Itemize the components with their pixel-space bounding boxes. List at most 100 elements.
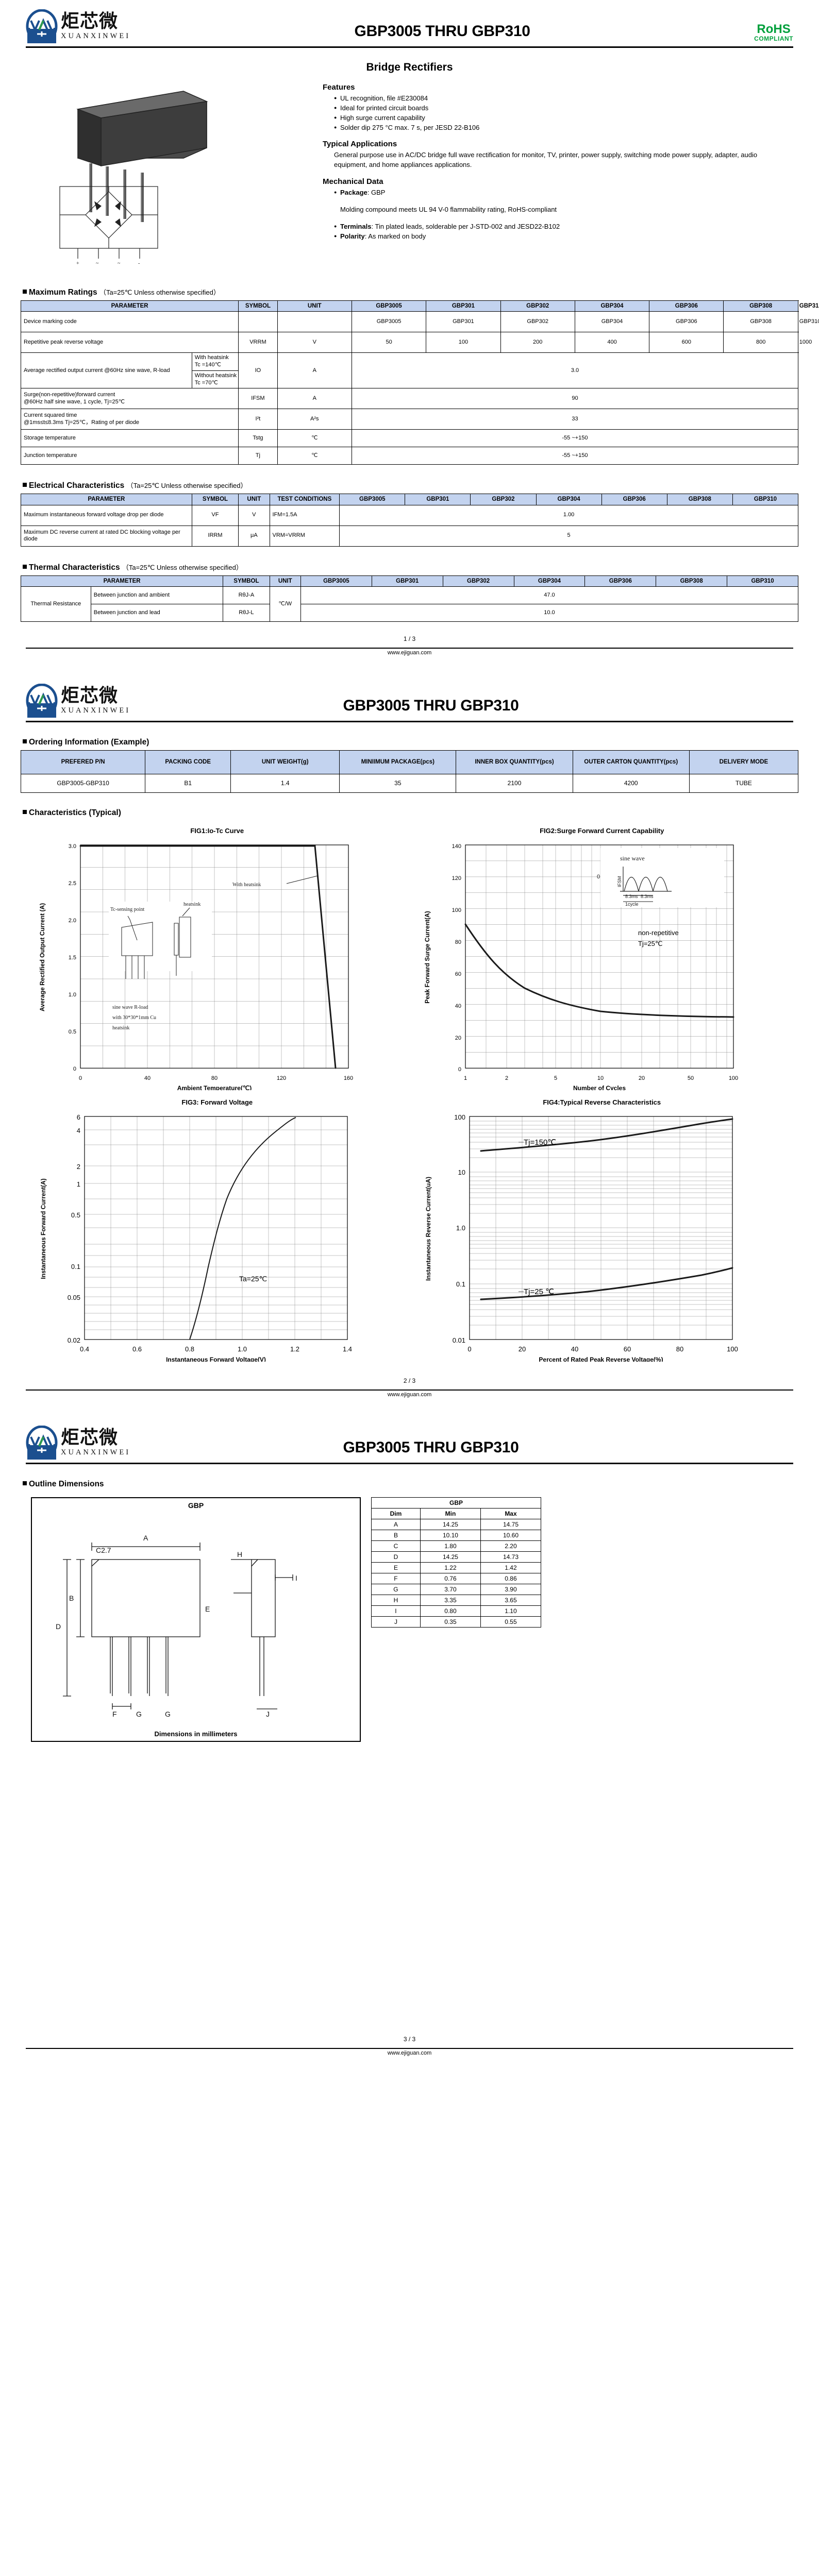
svg-text:10: 10: [597, 1075, 603, 1081]
col-unit: UNIT: [238, 494, 270, 505]
svg-text:Tc-sensing point: Tc-sensing point: [110, 907, 144, 912]
cell-value: 400: [574, 332, 650, 353]
table-row: F 0.76 0.86: [371, 1573, 542, 1585]
thermal-heading: Thermal Characteristics （Ta=25℃ Unless o…: [23, 562, 798, 572]
svg-text:50: 50: [687, 1075, 693, 1081]
features-heading: Features: [323, 83, 355, 92]
svg-text:0.05: 0.05: [68, 1294, 80, 1301]
col-symbol: SYMBOL: [191, 494, 239, 505]
applications-heading: Typical Applications: [323, 140, 397, 149]
col-gbp302: GBP302: [442, 575, 514, 587]
table-row: Between junction and lead RθJ-L 10.0: [21, 604, 799, 622]
svg-text:~: ~: [118, 261, 121, 266]
dim-max: 2.20: [480, 1540, 542, 1552]
feature-item: Solder dip 275 °C max. 7 s, per JESD 22-…: [334, 123, 790, 133]
svg-text:20: 20: [638, 1075, 644, 1081]
dim-max: 1.10: [480, 1605, 542, 1617]
svg-text:0.4: 0.4: [80, 1345, 89, 1353]
table-row: G 3.70 3.90: [371, 1584, 542, 1596]
ordering-title: Ordering Information (Example): [29, 738, 149, 747]
svg-text:2: 2: [77, 1163, 80, 1171]
dim-key: E: [371, 1562, 421, 1574]
x-axis-label: Ambient Temperature(℃): [177, 1084, 252, 1090]
svg-text:120: 120: [277, 1075, 286, 1081]
svg-text:IFSM: IFSM: [617, 876, 622, 888]
dim-key: G: [371, 1584, 421, 1596]
cell-value: 600: [649, 332, 724, 353]
max-ratings-heading: Maximum Ratings （Ta=25℃ Unless otherwise…: [23, 287, 798, 297]
cell-value: 4200: [572, 774, 690, 793]
svg-text:-: -: [138, 261, 140, 266]
document-title: Bridge Rectifiers: [366, 61, 453, 73]
dim-max: 3.65: [480, 1595, 542, 1606]
col-symbol: SYMBOL: [223, 575, 270, 587]
dim-max: 10.60: [480, 1530, 542, 1541]
svg-text:1.0: 1.0: [238, 1345, 247, 1353]
charts-grid: FIG1:Io-Tc Curve: [21, 821, 798, 1364]
footer-url: www.ejiguan.com: [387, 650, 432, 656]
callout-I: I: [295, 1574, 297, 1582]
row-symbol: IO: [238, 352, 278, 389]
svg-text:3.0: 3.0: [69, 843, 76, 850]
brand-name-cn: 炬芯微: [61, 685, 119, 706]
callout-D: D: [56, 1622, 61, 1631]
row-subcond-2: Without heatsink Tc =70℃: [191, 370, 239, 389]
dim-min: 0.80: [420, 1605, 481, 1617]
svg-text:6: 6: [77, 1113, 80, 1121]
row-param: Storage temperature: [20, 429, 239, 448]
svg-text:160: 160: [344, 1075, 353, 1081]
ordering-heading: Ordering Information (Example): [23, 738, 798, 747]
row-symbol: VRRM: [238, 332, 278, 353]
svg-text:60: 60: [455, 971, 461, 977]
footer-divider: [26, 2048, 793, 2049]
svg-text:0.5: 0.5: [69, 1029, 76, 1035]
chart-fig2: FIG2:Surge Forward Current Capability: [410, 821, 795, 1092]
outline-drawing: A B C2.7 D E F G G H I J: [56, 1534, 297, 1718]
svg-text:0.6: 0.6: [132, 1345, 142, 1353]
page-2: 炬芯微 XUANXINWEI GBP3005 THRU GBP310 Order…: [0, 674, 819, 1398]
row-symbol: I²t: [238, 409, 278, 430]
dim-min: 1.80: [420, 1540, 481, 1552]
col-gbp308: GBP308: [666, 494, 733, 505]
bullet-square-icon: [23, 1481, 27, 1486]
bridge-schematic: + ~ ~ -: [59, 186, 158, 266]
dim-table-title: GBP: [371, 1497, 541, 1509]
cell-value-span: -55 ~+150: [351, 447, 799, 465]
rohs-compliant-label: COMPLIANT: [754, 35, 793, 43]
svg-text:sine wave: sine wave: [620, 855, 645, 862]
svg-text:Tj=25 ℃: Tj=25 ℃: [524, 1287, 554, 1296]
table-row: D 14.25 14.73: [371, 1551, 542, 1563]
svg-text:non-repetitive: non-repetitive: [638, 929, 679, 937]
brand-name-en: XUANXINWEI: [61, 706, 131, 715]
table-row: Surge(non-repetitive)forward current @60…: [20, 388, 799, 410]
callout-E: E: [205, 1605, 210, 1613]
svg-text:80: 80: [676, 1345, 683, 1353]
table-row: Maximum DC reverse current at rated DC b…: [21, 525, 798, 547]
chart-fig1: FIG1:Io-Tc Curve: [25, 821, 410, 1092]
dim-min: 14.25: [420, 1551, 481, 1563]
applications-text: General purpose use in AC/DC bridge full…: [334, 151, 758, 169]
header-divider: [26, 721, 793, 723]
row-symbol: IFSM: [238, 388, 278, 410]
svg-text:0.02: 0.02: [68, 1336, 80, 1344]
table-header-row: PARAMETER SYMBOL UNIT GBP3005 GBP301 GBP…: [20, 575, 798, 587]
table-row: Junction temperature Tj ℃ -55 ~+150: [20, 447, 799, 465]
thermal-table: PARAMETER SYMBOL UNIT GBP3005 GBP301 GBP…: [20, 575, 799, 622]
cell-value: GBP308: [723, 311, 798, 333]
features-column: Features UL recognition, file #E230084 I…: [323, 81, 790, 272]
svg-text:0.5: 0.5: [71, 1211, 80, 1219]
row-param: Current squared time @1ms≤t≤8.3ms Tj=25℃…: [20, 409, 239, 430]
xuanxinwei-logo-icon: [26, 1426, 58, 1460]
dim-key: F: [371, 1573, 421, 1585]
row-group-label: Thermal Resistance: [21, 586, 91, 622]
mechanical-list: Package: GBP: [323, 188, 790, 198]
col-inner-box-qty: INNER BOX QUANTITY(pcs): [456, 750, 573, 775]
col-unit-weight: UNIT WEIGHT(g): [230, 750, 340, 775]
cell-value-span: 3.0: [351, 352, 799, 389]
svg-text:100: 100: [454, 1113, 465, 1121]
header-divider: [26, 1463, 793, 1465]
col-symbol: SYMBOL: [238, 300, 278, 312]
cell-value-span: 47.0: [300, 586, 799, 605]
table-row: E 1.22 1.42: [371, 1562, 542, 1574]
cell-value-span: -55 ~+150: [351, 429, 799, 448]
